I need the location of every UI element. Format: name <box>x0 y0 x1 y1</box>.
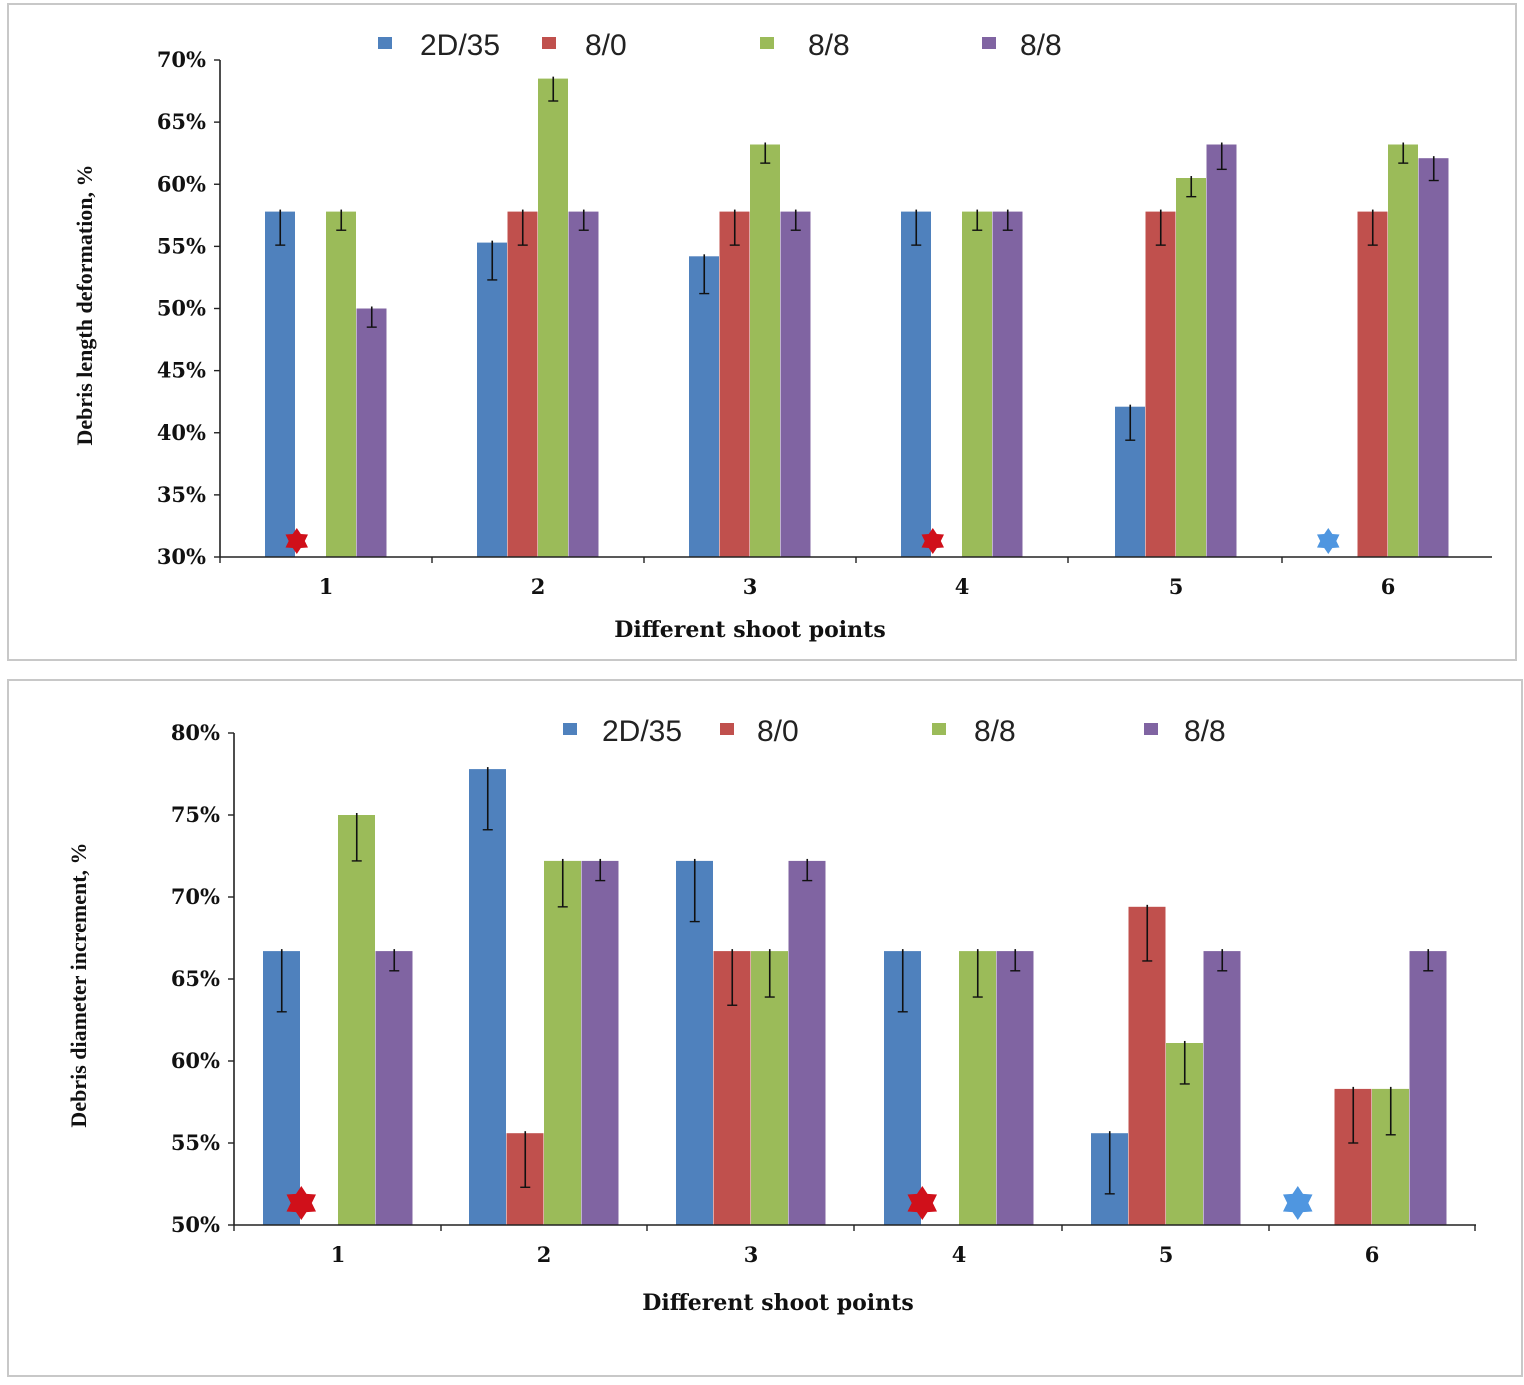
bar-point2-series0 <box>477 242 507 557</box>
bar-point6-series3 <box>1409 951 1447 1225</box>
legend-label-1: 8/0 <box>585 29 627 62</box>
x-tick-label-1: 1 <box>319 574 334 599</box>
y-tick-label-2: 60% <box>171 1048 220 1073</box>
y-tick-label-7: 65% <box>157 109 206 134</box>
x-axis-title: Different shoot points <box>614 617 885 643</box>
legend-swatch-2D-35-0 <box>563 723 577 735</box>
legend-label-1: 8/0 <box>757 715 799 748</box>
x-tick-label-3: 3 <box>743 574 758 599</box>
x-tick-label-4: 4 <box>952 1242 967 1267</box>
y-tick-label-3: 65% <box>171 966 220 991</box>
legend-label-2: 8/8 <box>974 715 1016 748</box>
legend-swatch-8-0-1 <box>542 37 556 49</box>
marker-star-point1 <box>285 528 308 554</box>
x-tick-label-2: 2 <box>531 574 546 599</box>
bar-point4-series2 <box>962 211 992 557</box>
y-tick-label-4: 50% <box>157 296 206 321</box>
bar-point2-series3 <box>568 211 599 557</box>
y-tick-label-5: 55% <box>157 233 206 258</box>
legend-label-0: 2D/35 <box>602 715 682 748</box>
marker-star-point4 <box>921 528 944 554</box>
x-tick-label-2: 2 <box>537 1242 552 1267</box>
bar-point6-series1 <box>1357 211 1388 557</box>
y-tick-label-4: 70% <box>171 884 220 909</box>
x-tick-label-3: 3 <box>744 1242 759 1267</box>
bar-point2-series3 <box>581 860 619 1225</box>
legend-swatch-8-8-2 <box>932 723 946 735</box>
y-tick-label-5: 75% <box>171 802 220 827</box>
y-tick-label-0: 50% <box>171 1212 220 1237</box>
bar-point6-series3 <box>1418 158 1449 557</box>
bar-point3-series2 <box>750 144 780 557</box>
marker-star-point4 <box>907 1186 937 1220</box>
x-tick-label-4: 4 <box>955 574 970 599</box>
bar-point3-series1 <box>719 211 750 557</box>
bar-point2-series1 <box>507 211 538 557</box>
bar-point2-series2 <box>544 860 581 1225</box>
bar-point3-series3 <box>788 860 826 1225</box>
marker-star-point1 <box>286 1186 316 1220</box>
legend-swatch-8-0-1 <box>720 723 734 735</box>
x-axis-title: Different shoot points <box>642 1290 913 1316</box>
marker-star-point6 <box>1283 1186 1313 1220</box>
bar-point5-series3 <box>1203 951 1241 1225</box>
bar-point2-series0 <box>469 769 506 1225</box>
legend-swatch-8-8-2 <box>760 37 774 49</box>
y-axis-title: Debris diameter increment, % <box>66 842 91 1127</box>
y-tick-label-6: 80% <box>171 720 220 745</box>
x-tick-label-5: 5 <box>1159 1242 1174 1267</box>
y-tick-label-1: 35% <box>157 482 206 507</box>
bar-point5-series3 <box>1206 144 1237 557</box>
bar-point1-series2 <box>326 211 356 557</box>
bar-point1-series2 <box>338 815 375 1225</box>
y-tick-label-3: 45% <box>157 358 206 383</box>
x-tick-label-5: 5 <box>1169 574 1184 599</box>
x-tick-label-1: 1 <box>331 1242 346 1267</box>
chart-diameter-increment: 2D/35 8/0 8/8 8/8 50% 55% 60% 65% 70% 75% 80% 1 2 3 4 5… <box>66 715 1476 1316</box>
bar-point4-series3 <box>996 951 1034 1225</box>
legend-swatch-8-8-3 <box>982 37 996 49</box>
bar-point6-series2 <box>1388 144 1418 557</box>
bar-point5-series2 <box>1176 178 1206 557</box>
legend-label-0: 2D/35 <box>420 29 500 62</box>
x-tick-label-6: 6 <box>1365 1242 1380 1267</box>
legend-label-3: 8/8 <box>1184 715 1226 748</box>
bar-point1-series3 <box>356 308 387 557</box>
y-tick-label-0: 30% <box>157 544 206 569</box>
bar-point2-series2 <box>538 78 568 557</box>
y-tick-label-2: 40% <box>157 420 206 445</box>
bar-point3-series0 <box>689 256 719 557</box>
legend-label-3: 8/8 <box>1020 29 1062 62</box>
legend-swatch-8-8-3 <box>1144 723 1158 735</box>
y-tick-label-6: 60% <box>157 171 206 196</box>
bar-point5-series1 <box>1145 211 1176 557</box>
legend-swatch-2D-35-0 <box>378 37 392 49</box>
bar-point4-series3 <box>992 211 1023 557</box>
bar-point4-series0 <box>901 211 931 557</box>
chart-length-deformation: 2D/35 8/0 8/8 8/8 30% 35% 40% 45% 50% 55% 60% 65% 70… <box>72 29 1492 643</box>
bar-point3-series3 <box>780 211 811 557</box>
y-axis-title: Debris length deformation, % <box>72 164 97 445</box>
legend-label-2: 8/8 <box>808 29 850 62</box>
y-tick-label-8: 70% <box>157 47 206 72</box>
y-tick-label-1: 55% <box>171 1130 220 1155</box>
bar-point1-series3 <box>375 951 413 1225</box>
bar-point1-series0 <box>265 211 295 557</box>
x-tick-label-6: 6 <box>1381 574 1396 599</box>
marker-star-point6 <box>1317 528 1340 554</box>
